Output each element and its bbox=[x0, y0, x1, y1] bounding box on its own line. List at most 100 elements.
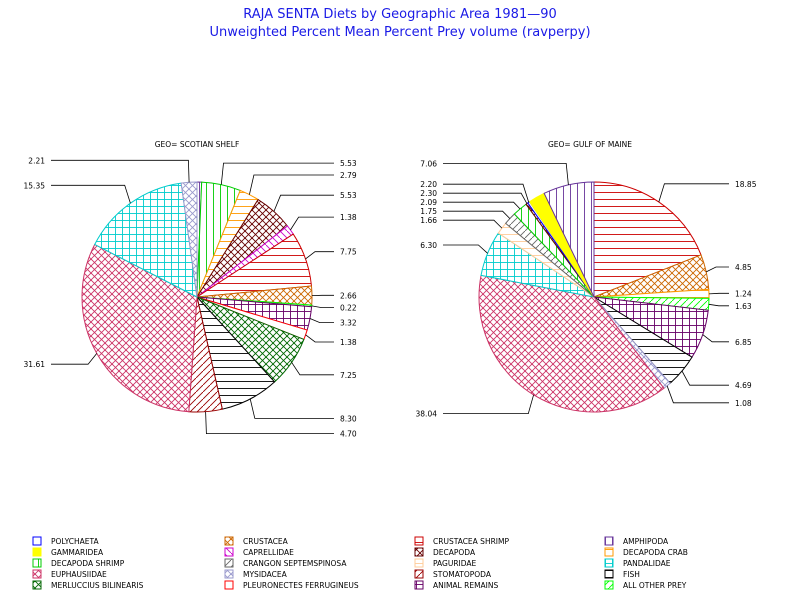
slice-label-pandalidae: 15.35 bbox=[24, 181, 46, 190]
leader-line-decapoda-crab bbox=[249, 174, 334, 195]
slice-label-stomatopoda: 4.70 bbox=[340, 430, 357, 439]
legend-swatch-gammaridea bbox=[32, 547, 42, 557]
leader-line-crustacea bbox=[706, 266, 729, 273]
leader-line-merluccius-bilinearis bbox=[291, 362, 334, 376]
legend-label-pleuronectes-ferrugineus: PLEURONECTES FERRUGINEUS bbox=[243, 581, 359, 590]
legend-label-euphausiidae: EUPHAUSIIDAE bbox=[51, 570, 107, 579]
leader-line-decapoda-shrimp bbox=[220, 162, 334, 185]
legend-swatch-all-other-prey bbox=[604, 580, 614, 590]
slice-label-decapoda-shrimp: 2.09 bbox=[420, 198, 437, 207]
slice-label-mysidacea: 2.21 bbox=[28, 156, 45, 165]
slice-label-mysidacea: 1.08 bbox=[735, 399, 752, 408]
leader-line-fish bbox=[681, 370, 729, 386]
leader-line-animal-remains bbox=[702, 334, 729, 343]
leader-line-pandalidae bbox=[51, 184, 131, 204]
legend-swatch-decapoda bbox=[414, 547, 424, 557]
legend-label-decapoda-crab: DECAPODA CRAB bbox=[623, 548, 688, 557]
pie-gulf-of-maine: GEO= GULF OF MAINE 18.85 4.85 1.24 1.63 6.85… bbox=[416, 140, 757, 419]
leader-line-caprellidae bbox=[290, 216, 334, 231]
slice-label-crustacea: 4.85 bbox=[735, 263, 752, 272]
slice-label-decapoda-crab: 2.79 bbox=[340, 171, 357, 180]
leader-line-decapoda-crab bbox=[708, 292, 729, 295]
leader-line-pandalidae bbox=[443, 244, 488, 254]
legend-label-paguridae: PAGURIDAE bbox=[433, 559, 477, 568]
leader-line-crustacea-shrimp bbox=[658, 183, 729, 203]
legend-label-crangon-septemspinosa: CRANGON SEPTEMSPINOSA bbox=[243, 559, 347, 568]
slice-label-all-other-prey: 1.63 bbox=[735, 302, 752, 311]
legend-label-fish: FISH bbox=[623, 570, 640, 579]
legend-label-pandalidae: PANDALIDAE bbox=[623, 559, 671, 568]
legend-swatch-pleuronectes-ferrugineus bbox=[224, 580, 234, 590]
slice-label-caprellidae: 1.38 bbox=[340, 213, 357, 222]
legend-swatch-caprellidae bbox=[224, 547, 234, 557]
leader-line-mysidacea bbox=[51, 159, 190, 183]
slice-label-crustacea-shrimp: 7.75 bbox=[340, 248, 357, 257]
slice-label-amphipoda: 7.06 bbox=[420, 159, 437, 168]
leader-line-euphausiidae bbox=[51, 353, 98, 365]
legend-label-decapoda: DECAPODA bbox=[433, 548, 476, 557]
slice-label-animal-remains: 3.32 bbox=[340, 319, 357, 328]
leader-line-all-other-prey bbox=[708, 303, 729, 307]
legend-swatch-animal-remains bbox=[414, 580, 424, 590]
legend-swatch-pandalidae bbox=[604, 558, 614, 568]
leader-line-fish bbox=[249, 398, 334, 419]
leader-line-paguridae bbox=[443, 219, 503, 229]
legend-label-crustacea-shrimp: CRUSTACEA SHRIMP bbox=[433, 537, 509, 546]
slice-label-merluccius-bilinearis: 7.25 bbox=[340, 371, 357, 380]
leader-line-crustacea-shrimp bbox=[305, 251, 334, 260]
legend-swatch-amphipoda bbox=[604, 536, 614, 546]
slice-label-decapoda: 2.30 bbox=[420, 189, 437, 198]
legend-label-all-other-prey: ALL OTHER PREY bbox=[623, 581, 687, 590]
chart-subtitle: Unweighted Percent Mean Percent Prey vol… bbox=[209, 25, 590, 40]
leader-line-animal-remains bbox=[309, 318, 334, 324]
slice-label-fish: 8.30 bbox=[340, 414, 357, 423]
slice-label-crangon-septemspinosa: 1.75 bbox=[420, 207, 437, 216]
legend-label-crustacea: CRUSTACEA bbox=[243, 537, 289, 546]
legend-swatch-crustacea bbox=[224, 536, 234, 546]
legend-swatch-decapoda-shrimp bbox=[32, 558, 42, 568]
legend: POLYCHAETA GAMMARIDEA DECAPODA SHRIMP EUPHA… bbox=[32, 536, 688, 590]
pie-slice-pandalidae bbox=[94, 182, 198, 298]
leader-line-stomatopoda bbox=[205, 411, 334, 435]
legend-swatch-polychaeta bbox=[32, 536, 42, 546]
legend-label-stomatopoda: STOMATOPODA bbox=[433, 570, 492, 579]
legend-swatch-euphausiidae bbox=[32, 569, 42, 579]
legend-label-merluccius-bilinearis: MERLUCCIUS BILINEARIS bbox=[51, 581, 144, 590]
legend-label-animal-remains: ANIMAL REMAINS bbox=[433, 581, 498, 590]
leader-line-pleuronectes-ferrugineus bbox=[305, 334, 334, 343]
slice-label-paguridae: 1.66 bbox=[420, 216, 437, 225]
legend-label-polychaeta: POLYCHAETA bbox=[51, 537, 100, 546]
slice-label-decapoda-shrimp: 5.53 bbox=[340, 159, 357, 168]
legend-swatch-mysidacea bbox=[224, 569, 234, 579]
slice-label-crustacea: 2.66 bbox=[340, 291, 357, 300]
chart-title: RAJA SENTA Diets by Geographic Area 1981… bbox=[243, 7, 557, 22]
slice-label-fish: 4.69 bbox=[735, 381, 752, 390]
slice-label-decapoda-crab: 1.24 bbox=[735, 289, 752, 298]
pie-title-scotian-shelf: GEO= SCOTIAN SHELF bbox=[155, 140, 240, 149]
legend-label-caprellidae: CAPRELLIDAE bbox=[243, 548, 294, 557]
legend-swatch-stomatopoda bbox=[414, 569, 424, 579]
legend-swatch-decapoda-crab bbox=[604, 547, 614, 557]
slice-label-pleuronectes-ferrugineus: 1.38 bbox=[340, 338, 357, 347]
legend-label-decapoda-shrimp: DECAPODA SHRIMP bbox=[51, 559, 125, 568]
legend-label-gammaridea: GAMMARIDEA bbox=[51, 548, 104, 557]
leader-line-amphipoda bbox=[443, 162, 569, 185]
leader-line-all-other-prey bbox=[311, 305, 334, 309]
leader-line-polychaeta bbox=[443, 183, 530, 203]
pie-scotian-shelf: GEO= SCOTIAN SHELF 5.53 2.79 5.53 1.38 7.75 2… bbox=[24, 140, 357, 439]
pie-title-gulf-of-maine: GEO= GULF OF MAINE bbox=[548, 140, 632, 149]
slice-label-animal-remains: 6.85 bbox=[735, 338, 752, 347]
slice-label-polychaeta: 2.20 bbox=[420, 180, 437, 189]
leader-line-decapoda bbox=[443, 192, 528, 204]
leader-line-decapoda-shrimp bbox=[443, 201, 521, 210]
legend-label-amphipoda: AMPHIPODA bbox=[623, 537, 669, 546]
leader-line-mysidacea bbox=[666, 385, 729, 404]
slice-label-crustacea-shrimp: 18.85 bbox=[735, 180, 757, 189]
leader-line-euphausiidae bbox=[443, 394, 534, 415]
legend-swatch-fish bbox=[604, 569, 614, 579]
leader-line-decapoda bbox=[273, 194, 334, 212]
legend-swatch-merluccius-bilinearis bbox=[32, 580, 42, 590]
slice-label-decapoda: 5.53 bbox=[340, 191, 357, 200]
legend-swatch-paguridae bbox=[414, 558, 424, 568]
